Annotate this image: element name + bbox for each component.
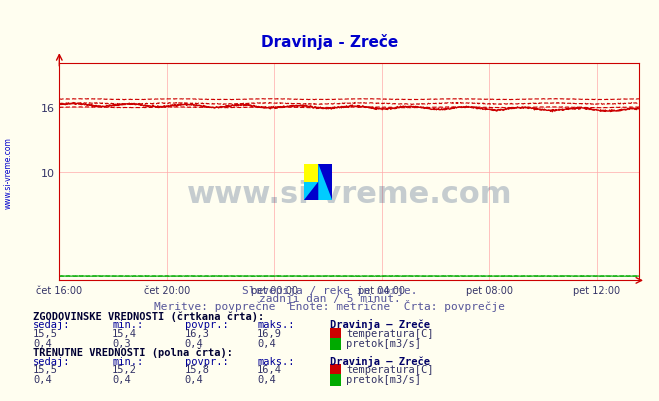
Text: Dravinja - Zreče: Dravinja - Zreče — [261, 34, 398, 50]
Text: 0,4: 0,4 — [33, 374, 51, 384]
Text: 0,4: 0,4 — [112, 374, 130, 384]
Text: pretok[m3/s]: pretok[m3/s] — [346, 374, 421, 384]
Text: 0,4: 0,4 — [257, 374, 275, 384]
Text: min.:: min.: — [112, 356, 143, 366]
Polygon shape — [304, 164, 332, 200]
Text: 15,2: 15,2 — [112, 364, 137, 374]
Bar — [304, 164, 318, 182]
Polygon shape — [318, 164, 332, 200]
Bar — [304, 182, 318, 200]
Text: min.:: min.: — [112, 320, 143, 330]
Text: sedaj:: sedaj: — [33, 356, 71, 366]
Text: ZGODOVINSKE VREDNOSTI (črtkana črta):: ZGODOVINSKE VREDNOSTI (črtkana črta): — [33, 310, 264, 321]
Bar — [330, 374, 341, 386]
Text: maks.:: maks.: — [257, 356, 295, 366]
Text: zadnji dan / 5 minut.: zadnji dan / 5 minut. — [258, 294, 401, 304]
Text: 0,4: 0,4 — [185, 338, 203, 348]
Text: Dravinja – Zreče: Dravinja – Zreče — [330, 355, 430, 366]
Bar — [318, 164, 332, 200]
Text: 16,3: 16,3 — [185, 328, 210, 338]
Text: www.si-vreme.com: www.si-vreme.com — [186, 180, 512, 209]
Text: Dravinja – Zreče: Dravinja – Zreče — [330, 319, 430, 330]
Bar — [330, 338, 341, 350]
Text: 15,4: 15,4 — [112, 328, 137, 338]
Text: sedaj:: sedaj: — [33, 320, 71, 330]
Text: temperatura[C]: temperatura[C] — [346, 328, 434, 338]
Text: TRENUTNE VREDNOSTI (polna črta):: TRENUTNE VREDNOSTI (polna črta): — [33, 346, 233, 357]
Text: 16,4: 16,4 — [257, 364, 282, 374]
Text: Slovenija / reke in morje.: Slovenija / reke in morje. — [242, 286, 417, 296]
Text: 15,8: 15,8 — [185, 364, 210, 374]
Text: 0,3: 0,3 — [112, 338, 130, 348]
Polygon shape — [304, 164, 318, 182]
Text: 0,4: 0,4 — [185, 374, 203, 384]
Polygon shape — [304, 164, 318, 182]
Text: Meritve: povprečne  Enote: metrične  Črta: povprečje: Meritve: povprečne Enote: metrične Črta:… — [154, 300, 505, 312]
Text: www.si-vreme.com: www.si-vreme.com — [3, 137, 13, 208]
Text: 15,5: 15,5 — [33, 364, 58, 374]
Polygon shape — [304, 164, 318, 182]
Text: 16,9: 16,9 — [257, 328, 282, 338]
Text: maks.:: maks.: — [257, 320, 295, 330]
Text: 0,4: 0,4 — [257, 338, 275, 348]
Bar — [330, 328, 341, 340]
Text: 0,4: 0,4 — [33, 338, 51, 348]
Polygon shape — [318, 164, 332, 200]
Text: 15,5: 15,5 — [33, 328, 58, 338]
Text: povpr.:: povpr.: — [185, 356, 228, 366]
Text: povpr.:: povpr.: — [185, 320, 228, 330]
Text: pretok[m3/s]: pretok[m3/s] — [346, 338, 421, 348]
Text: temperatura[C]: temperatura[C] — [346, 364, 434, 374]
Polygon shape — [304, 164, 332, 200]
Bar — [330, 364, 341, 376]
